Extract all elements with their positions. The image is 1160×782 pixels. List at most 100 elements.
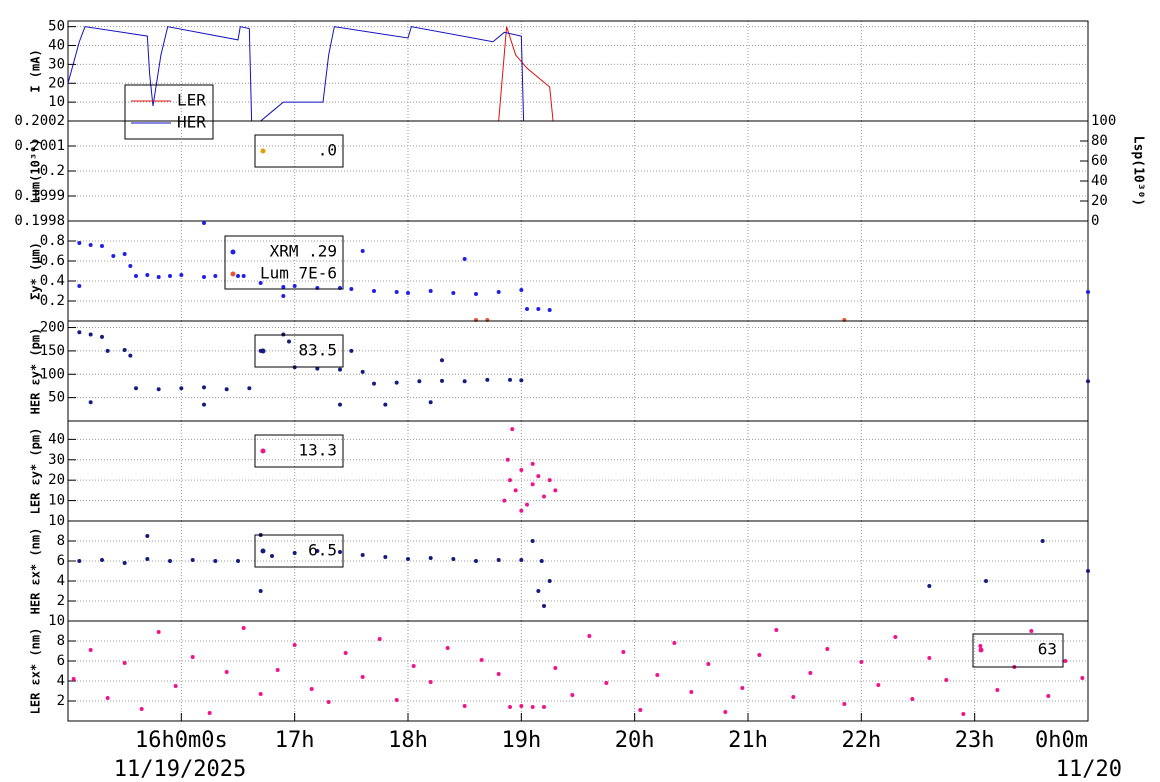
data-point: [77, 330, 82, 335]
data-point: [553, 488, 558, 493]
series-line: [68, 26, 1088, 122]
y-tick-label: 0.2001: [14, 138, 65, 154]
data-point: [462, 257, 467, 261]
legend-swatch: [260, 448, 266, 454]
data-point: [270, 554, 274, 558]
data-point: [360, 249, 365, 253]
y-tick-label: 10: [48, 94, 65, 110]
data-point: [553, 666, 558, 670]
data-point: [111, 254, 116, 258]
data-point: [723, 710, 728, 714]
data-point: [315, 549, 320, 553]
data-point: [100, 334, 104, 339]
data-point: [428, 289, 433, 293]
date-label: 11/20: [1056, 757, 1122, 782]
legend-label: 6.5: [308, 541, 337, 560]
data-point: [292, 643, 297, 647]
data-point: [689, 690, 694, 694]
data-point: [156, 275, 161, 279]
plot-frame: [67, 620, 1089, 722]
x-tick-label: 18h: [388, 728, 428, 753]
data-point: [258, 692, 263, 696]
y2-axis-label: Lsp(10³⁰): [1131, 136, 1146, 206]
data-point: [927, 584, 932, 588]
y-tick-label: 50: [48, 390, 65, 406]
y-tick-label: 6: [57, 653, 65, 669]
data-point: [122, 347, 127, 352]
data-point: [519, 288, 524, 292]
data-point: [1063, 659, 1068, 663]
data-point: [100, 558, 104, 562]
data-point: [224, 670, 229, 674]
data-point: [179, 386, 184, 391]
data-point: [547, 308, 552, 312]
date-label: 11/19/2025: [114, 757, 246, 782]
data-point: [360, 369, 365, 374]
legend-box: [224, 235, 344, 290]
data-point: [241, 274, 246, 278]
y-tick-label: 20: [48, 75, 65, 91]
legend-label: LER: [177, 91, 206, 110]
data-point: [179, 273, 184, 277]
data-point: [496, 558, 501, 562]
data-point: [505, 457, 510, 462]
data-point: [440, 358, 444, 363]
data-point: [542, 604, 546, 608]
y-axis-label: HER εx* (nm): [29, 528, 43, 615]
legend-label: Lum 7E-6: [260, 264, 337, 283]
data-point: [539, 559, 544, 563]
legend-swatch: [230, 271, 236, 277]
data-point: [519, 508, 524, 513]
data-point: [202, 275, 206, 279]
y-tick-label: 2: [57, 593, 65, 609]
data-point: [88, 332, 93, 337]
data-point: [213, 274, 218, 278]
data-point: [406, 557, 410, 561]
legend-swatch: [230, 249, 236, 255]
data-point: [984, 579, 988, 583]
legend-swatch: [260, 148, 266, 154]
data-point: [190, 655, 195, 659]
data-point: [428, 556, 433, 560]
data-point: [77, 241, 82, 245]
y-tick-label: 0.2002: [14, 113, 65, 129]
data-point: [411, 664, 416, 668]
data-point: [440, 378, 444, 383]
y2-tick-label: 20: [1091, 193, 1108, 209]
data-point: [474, 292, 478, 296]
plot-frame: [67, 20, 1089, 122]
data-point: [525, 502, 529, 507]
data-point: [88, 648, 93, 652]
legend-label: 83.5: [298, 341, 337, 360]
data-point: [519, 467, 524, 472]
data-point: [377, 637, 382, 641]
y-tick-label: 200: [40, 320, 65, 336]
data-point: [417, 379, 422, 384]
data-point: [496, 290, 501, 294]
y-tick-label: 0.1998: [14, 213, 65, 229]
data-point: [910, 697, 915, 701]
data-point: [530, 539, 535, 543]
data-point: [156, 387, 161, 392]
data-point: [236, 274, 240, 278]
data-point: [530, 461, 535, 466]
y-tick-label: 0.8: [40, 233, 65, 249]
y-tick-label: 30: [48, 56, 65, 72]
data-point: [134, 274, 138, 278]
y-axis-label: LER εx* (nm): [29, 628, 43, 715]
data-point: [519, 558, 524, 562]
data-point: [343, 651, 348, 655]
x-tick-label: 16h0m0s: [135, 728, 228, 753]
data-point: [451, 291, 456, 295]
data-point: [360, 553, 365, 557]
data-point: [383, 555, 388, 559]
data-point: [88, 400, 93, 405]
y-tick-label: 6: [57, 553, 65, 569]
data-point: [587, 634, 592, 638]
data-point: [224, 387, 229, 392]
data-point: [485, 377, 490, 382]
x-tick-label: 19h: [501, 728, 541, 753]
data-point: [570, 693, 575, 697]
data-point: [77, 284, 82, 288]
legend-label: HER: [177, 113, 206, 132]
